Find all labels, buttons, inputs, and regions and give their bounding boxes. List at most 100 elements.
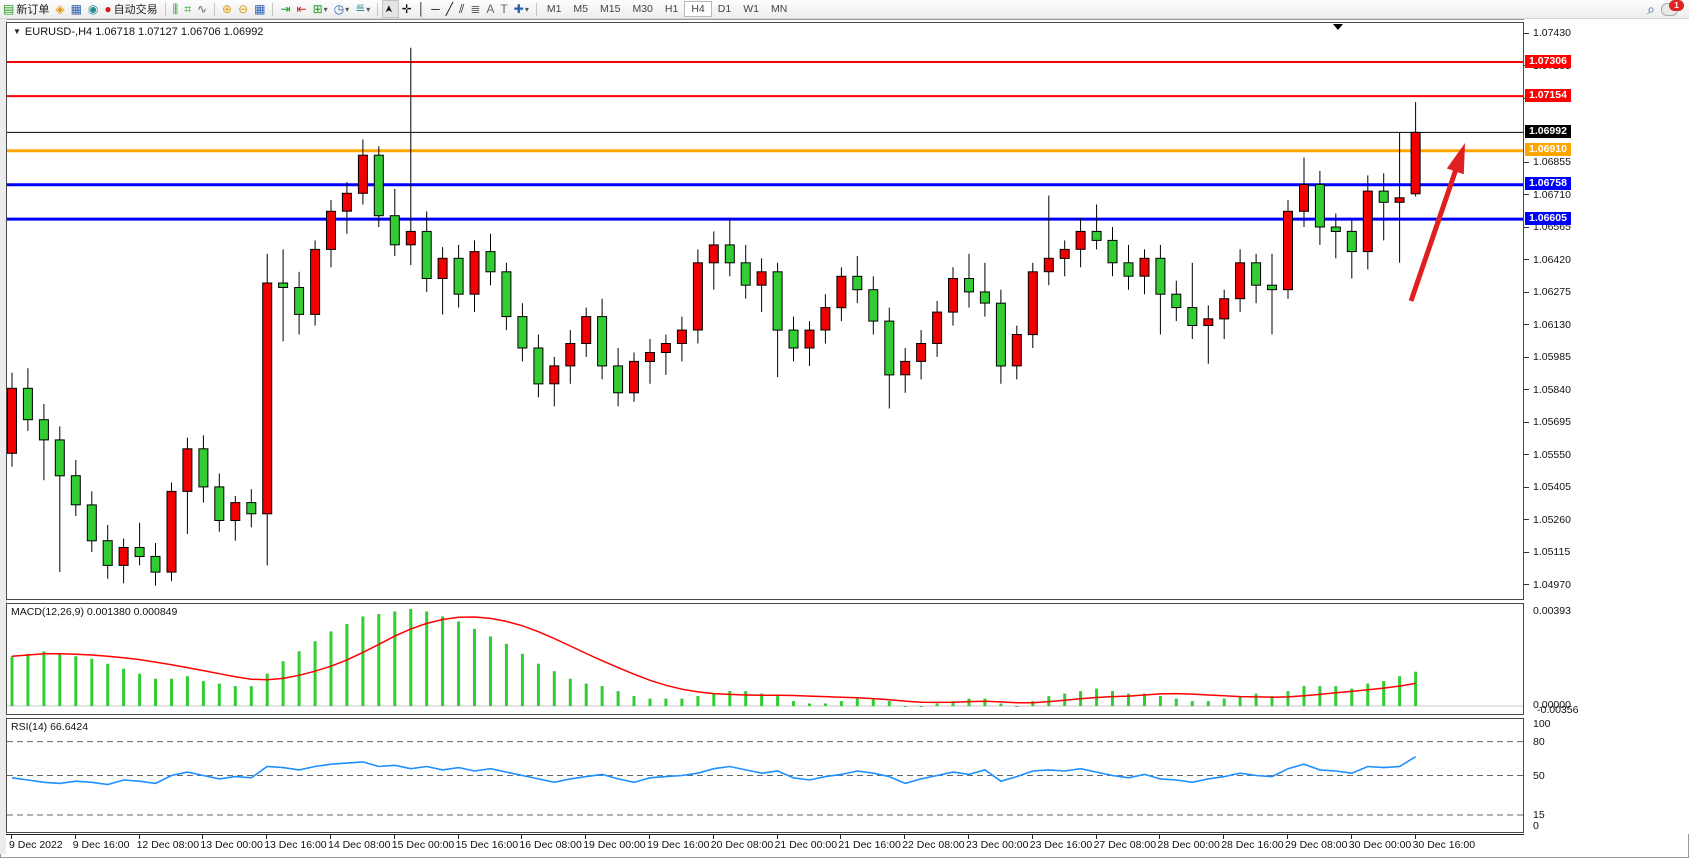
time-tick-mark [840,835,842,839]
auto-scroll-button[interactable]: ⇥ [277,1,293,17]
new-order-label: 新订单 [16,4,50,16]
time-tick-mark [1287,835,1288,839]
trend-arrow-line[interactable] [1408,164,1460,302]
timeframe-button-mn[interactable]: MN [770,3,788,15]
timeframe-button-m15[interactable]: M15 [600,3,621,15]
trendline-icon: ╱ [445,2,453,16]
bar-chart-button[interactable]: ⫼ [170,1,182,17]
auto-trading-label: 自动交易 [113,4,158,16]
timeframe-button-w1[interactable]: W1 [743,3,759,15]
vertical-line-button[interactable]: │ [415,1,429,17]
time-tick-mark [1159,835,1161,839]
macd-signal-line [11,616,1416,704]
date-label: 19 Dec 16:00 [647,839,710,851]
separator [272,2,274,16]
symbol-ohlc-text: EURUSD-,H4 1.06718 1.07127 1.06706 1.069… [24,26,264,38]
periods-dropdown[interactable]: ◷ ▾ [331,1,353,17]
new-chart-icon: ⊞ [312,2,323,16]
date-label: 21 Dec 00:00 [774,839,838,851]
timeframe-button-h1[interactable]: H1 [664,3,679,15]
date-label: 9 Dec 2022 [9,839,63,851]
axis-tick-mark [1524,226,1529,228]
price-tick: 1.05405 [1533,481,1571,494]
price-badge-1.06992: 1.06992 [1525,124,1571,138]
price-axis[interactable]: 1.074301.072851.071401.068551.067101.065… [1524,19,1689,834]
cursor-button[interactable]: ➤ [382,0,399,18]
date-label: 30 Dec 00:00 [1348,839,1412,851]
axis-tick-mark [1524,454,1529,456]
text-icon: A [486,2,495,16]
meta-editor-button[interactable]: ◈ [52,1,67,17]
crosshair-icon: ✛ [401,2,412,16]
chevron-down-icon: ▾ [323,4,328,14]
equidistant-channel-button[interactable]: ⫽ [456,1,467,17]
new-chart-dropdown[interactable]: ⊞ ▾ [310,1,331,17]
price-badge-1.06758: 1.06758 [1525,177,1571,191]
text-button[interactable]: A [483,1,497,17]
search-icon: ⌕ [1647,1,1655,17]
price-badge-1.07154: 1.07154 [1525,88,1571,102]
candles [7,47,1421,586]
zoom-out-button[interactable]: ⊖ [235,1,251,17]
date-label: 20 Dec 08:00 [710,839,774,851]
clock-icon: ◷ [333,2,345,16]
separator [164,2,166,16]
search-button[interactable]: ⌕ [1644,1,1658,17]
cursor-icon: ➤ [384,4,396,14]
date-label: 28 Dec 16:00 [1221,839,1284,851]
crosshair-button[interactable]: ✛ [399,1,415,17]
date-label: 9 Dec 16:00 [72,839,130,851]
timeframe-button-h4[interactable]: H4 [684,1,712,17]
macd-chart [7,609,1523,707]
candle-chart-button[interactable]: ⌗ [181,1,194,17]
rsi-panel[interactable]: RSI(14) 66.6424 [6,718,1524,833]
line-chart-button[interactable]: ∿ [194,1,210,17]
timeframe-button-d1[interactable]: D1 [717,3,732,15]
macd-panel[interactable]: MACD(12,26,9) 0.001380 0.000849 [6,603,1524,715]
chart-shift-marker-icon[interactable] [1333,24,1343,30]
time-tick-mark [968,835,969,839]
price-tick: 1.05695 [1533,416,1571,429]
horizontal-line-button[interactable]: ─ [428,1,443,17]
separator [535,2,537,16]
trend-arrow-head[interactable] [1446,143,1465,175]
notification-badge: 1 [1669,0,1684,11]
date-label: 14 Dec 08:00 [328,839,391,851]
timeframe-button-m1[interactable]: M1 [546,3,562,15]
price-tick: 1.05985 [1533,351,1571,364]
auto-trading-button[interactable]: ● 自动交易 [101,1,160,17]
text-label-button[interactable]: T [497,1,510,17]
arrows-dropdown[interactable]: ✚ ▾ [511,1,532,17]
zoom-in-button[interactable]: ⊕ [219,1,235,17]
timeframe-button-m30[interactable]: M30 [632,3,653,15]
main-price-panel[interactable]: ▼ EURUSD-,H4 1.06718 1.07127 1.06706 1.06… [6,22,1524,600]
signals-button[interactable]: ◉ [85,1,101,17]
fibonacci-icon: ≣ [470,2,481,16]
time-tick-mark [330,835,331,839]
fibonacci-button[interactable]: ≣ [467,1,483,17]
chart-shift-icon: ⇤ [296,2,307,16]
time-tick-mark [11,835,12,839]
trendline-button[interactable]: ╱ [443,1,456,17]
new-order-button[interactable]: ▤ 新订单 [0,1,52,17]
tile-windows-button[interactable]: ▦ [251,1,268,17]
indicators-dropdown[interactable]: ≝ ▾ [352,1,373,17]
chart-shift-button[interactable]: ⇤ [294,1,310,17]
time-axis[interactable]: 9 Dec 2022 9 Dec 16:00 12 Dec 08:00 13 Dec … [6,834,1524,855]
time-tick-mark [393,835,395,839]
time-tick-mark [1414,835,1416,839]
tile-windows-icon: ▦ [254,2,266,16]
charts-button[interactable]: ▦ [68,1,85,17]
price-tick: 1.05550 [1533,448,1571,461]
new-order-icon: ▤ [3,2,15,16]
axis-tick-mark [1524,389,1529,391]
timeframe-button-m5[interactable]: M5 [573,3,589,15]
time-tick-mark [521,835,523,839]
rsi-axis-50: 50 [1533,770,1545,782]
rsi-axis-80: 80 [1533,736,1545,748]
notifications-button[interactable]: 1 [1658,0,1684,17]
zoom-out-icon: ⊖ [238,2,249,16]
toolbar: ▤ 新订单 ◈ ▦ ◉ ● 自动交易 ⫼ ⌗ ∿ ⊕ ⊖ ▦ ⇥ ⇤ ⊞ ▾ ◷ ▾… [0,0,1689,19]
symbol-dropdown-triangle-icon[interactable]: ▼ [13,27,21,36]
